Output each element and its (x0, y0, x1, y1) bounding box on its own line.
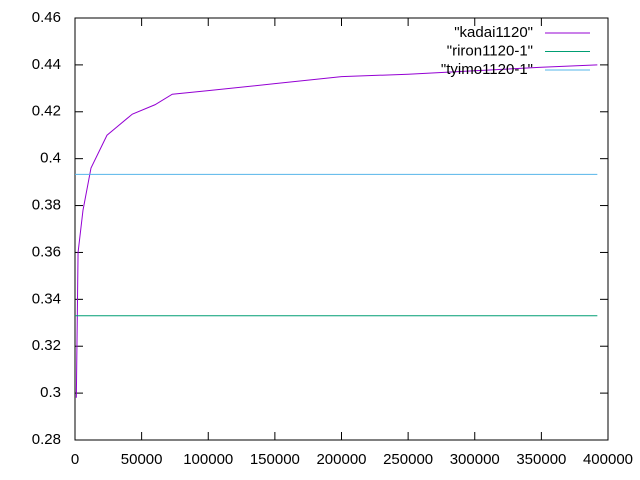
y-tick-label: 0.44 (32, 56, 61, 73)
legend-label: "kadai1120" (454, 24, 533, 41)
y-tick-label: 0.34 (32, 290, 61, 307)
y-tick-label: 0.28 (32, 431, 61, 448)
y-tick-label: 0.42 (32, 103, 61, 120)
x-tick-label: 300000 (450, 451, 500, 468)
x-tick-label: 150000 (250, 451, 300, 468)
plot-border (74, 17, 609, 441)
x-tick-label: 200000 (316, 451, 366, 468)
series-line (75, 64, 598, 398)
legend-label: "riron1120-1" (447, 42, 533, 59)
legend-label: "tyimo1120-1" (441, 61, 533, 78)
x-tick-label: 250000 (383, 451, 433, 468)
x-tick-label: 400000 (583, 451, 633, 468)
y-tick-label: 0.46 (32, 9, 61, 26)
x-tick-label: 50000 (121, 451, 163, 468)
y-tick-label: 0.36 (32, 243, 61, 260)
x-tick-label: 350000 (516, 451, 566, 468)
y-tick-label: 0.32 (32, 337, 61, 354)
y-tick-label: 0.3 (40, 384, 61, 401)
y-tick-label: 0.38 (32, 197, 61, 214)
x-tick-label: 0 (71, 451, 79, 468)
y-tick-label: 0.4 (40, 150, 61, 167)
x-tick-label: 100000 (183, 451, 233, 468)
